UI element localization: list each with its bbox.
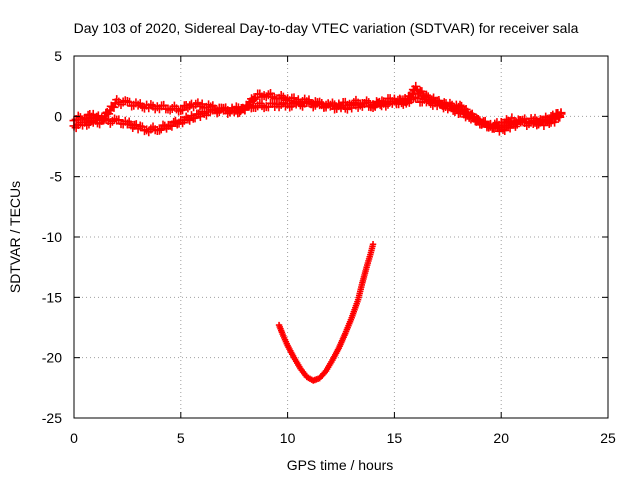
data-point-marker [445, 98, 455, 108]
data-point-marker [411, 81, 421, 91]
data-point-marker [206, 102, 216, 112]
data-point-marker [323, 99, 333, 109]
data-point-marker [473, 114, 483, 124]
data-point-marker [165, 105, 175, 115]
data-point-marker [417, 87, 427, 97]
y-tick-label: -5 [50, 169, 63, 185]
data-point-marker [401, 98, 411, 108]
data-point-marker [532, 120, 542, 130]
data-point-marker [154, 125, 164, 135]
data-point-marker [249, 94, 259, 104]
x-tick-label: 15 [387, 430, 403, 446]
data-point-marker [434, 95, 444, 105]
data-point-marker [137, 102, 147, 112]
data-point-marker [498, 120, 508, 130]
data-point-marker [195, 101, 205, 111]
x-tick-label: 20 [493, 430, 509, 446]
data-point-marker [421, 90, 431, 100]
data-point-marker [98, 115, 108, 125]
y-tick-label: 5 [54, 48, 62, 64]
data-point-marker [109, 102, 119, 112]
data-point-marker [259, 91, 269, 101]
data-point-marker [302, 97, 312, 107]
series-track-main-upper [69, 81, 566, 133]
data-point-marker [467, 109, 477, 119]
data-point-marker [131, 120, 141, 130]
data-point-marker [78, 115, 88, 125]
x-axis-title: GPS time / hours [287, 457, 394, 473]
data-point-marker [142, 125, 152, 135]
data-point-marker [172, 104, 182, 114]
data-point-marker [251, 103, 261, 113]
data-point-marker [152, 102, 162, 112]
series-track-dip [275, 241, 377, 384]
x-tick-label: 25 [600, 430, 616, 446]
data-point-marker [306, 99, 316, 109]
data-point-marker [377, 96, 387, 106]
data-point-marker [556, 108, 566, 118]
x-tick-label: 0 [70, 430, 78, 446]
data-point-marker [257, 101, 267, 111]
y-axis-title: SDTVAR / TECUs [7, 181, 23, 293]
x-tick-label: 10 [280, 430, 296, 446]
data-point-marker [99, 113, 109, 123]
data-point-marker [244, 101, 254, 111]
y-tick-label: -20 [42, 350, 62, 366]
data-point-marker [457, 101, 467, 111]
x-tick-label: 5 [177, 430, 185, 446]
y-tick-label: -25 [42, 410, 62, 426]
grid-layer [74, 56, 608, 418]
data-point-marker [185, 101, 195, 111]
data-point-marker [276, 90, 286, 100]
data-point-marker [369, 241, 377, 248]
data-layer [69, 81, 566, 384]
data-point-marker [490, 119, 500, 129]
y-tick-label: -15 [42, 289, 62, 305]
data-point-marker [135, 121, 145, 131]
data-point-marker [146, 100, 156, 110]
data-point-marker [295, 98, 305, 108]
data-point-marker [204, 100, 214, 110]
data-point-marker [478, 117, 488, 127]
data-point-marker [486, 121, 496, 131]
data-point-marker [133, 100, 143, 110]
data-point-marker [455, 100, 465, 110]
data-point-marker [268, 92, 278, 102]
data-point-marker [110, 114, 120, 124]
data-point-marker [263, 90, 273, 100]
data-point-marker [210, 104, 220, 114]
ticks-layer: 0 5 10 15 20 25 -25 -20 -15 -10 -5 0 5 [42, 48, 616, 446]
data-point-marker [509, 117, 519, 127]
data-point-marker [105, 118, 115, 128]
data-point-marker [146, 124, 156, 134]
data-point-marker [219, 103, 229, 113]
chart-title: Day 103 of 2020, Sidereal Day-to-day VTE… [74, 20, 579, 36]
y-tick-label: -10 [42, 229, 62, 245]
data-point-marker [355, 100, 365, 110]
y-tick-label: 0 [54, 108, 62, 124]
